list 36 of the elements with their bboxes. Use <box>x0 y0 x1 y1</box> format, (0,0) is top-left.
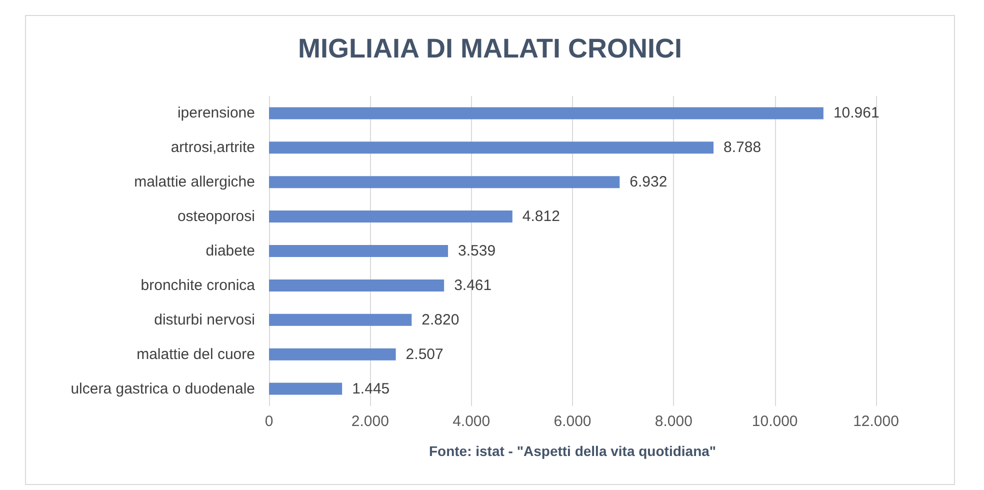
data-label: 8.788 <box>724 139 762 156</box>
bar <box>269 245 448 257</box>
y-tick-label: artrosi,artrite <box>170 139 255 156</box>
x-tick-label: 2.000 <box>351 413 389 430</box>
y-tick-label: diabete <box>206 242 255 260</box>
bar <box>269 142 714 154</box>
bar <box>269 314 412 326</box>
bar <box>269 382 342 395</box>
bar <box>269 279 444 292</box>
x-tick-label: 4.000 <box>452 413 490 430</box>
chart-title: MIGLIAIA DI MALATI CRONICI <box>298 34 682 64</box>
data-label: 10.961 <box>833 104 880 122</box>
y-tick-label: disturbi nervosi <box>154 311 255 328</box>
data-label: 6.932 <box>630 174 668 191</box>
bar <box>269 176 620 188</box>
x-axis-title: Fonte: istat - "Aspetti della vita quotidiana" <box>428 443 716 459</box>
bar <box>269 107 824 120</box>
data-label: 2.507 <box>406 346 444 363</box>
x-tick-label: 0 <box>264 413 274 430</box>
data-label: 2.820 <box>422 311 460 328</box>
y-tick-label: malattie allergiche <box>134 174 255 191</box>
y-tick-label: osteoporosi <box>177 208 255 226</box>
x-tick-label: 10.000 <box>752 413 798 430</box>
x-tick-label: 8.000 <box>654 413 692 430</box>
x-tick-label: 12.000 <box>853 413 899 430</box>
y-tick-label: malattie del cuore <box>136 346 255 363</box>
bar <box>269 348 396 360</box>
data-label: 4.812 <box>522 208 560 226</box>
data-label: 1.445 <box>352 380 390 398</box>
y-tick-label: bronchite cronica <box>140 276 256 294</box>
data-label: 3.461 <box>454 276 492 294</box>
y-tick-label: iperensione <box>177 104 255 122</box>
x-tick-label: 6.000 <box>554 413 592 430</box>
data-label: 3.539 <box>458 242 496 260</box>
bar <box>269 210 512 223</box>
y-tick-label: ulcera gastrica o duodenale <box>70 380 255 398</box>
